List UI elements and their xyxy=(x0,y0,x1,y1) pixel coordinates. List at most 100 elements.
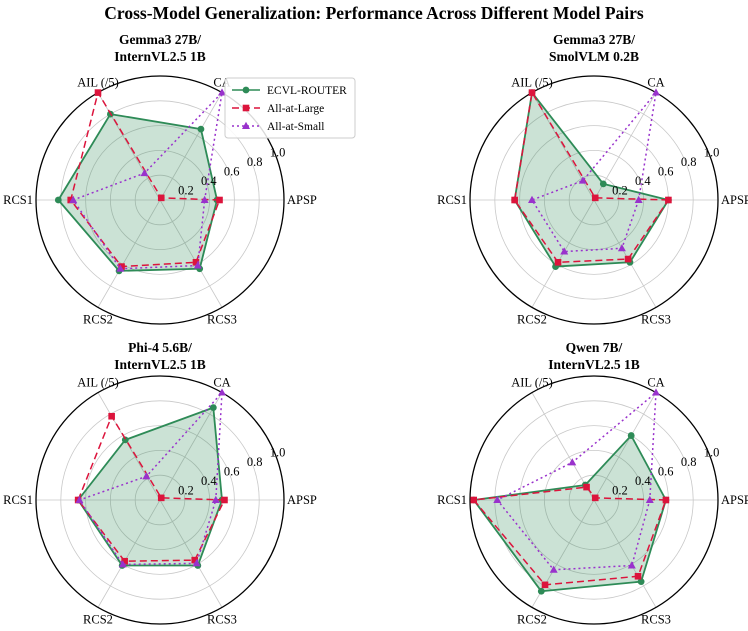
subplot-1: Gemma3 27B/InternVL2.5 1B 0.2 0.4 0.6 0.8 1.0… xyxy=(3,32,317,326)
all-at-small-point xyxy=(69,195,78,203)
all-at-large-point xyxy=(665,196,672,204)
legend-marker-ecvl-router xyxy=(242,86,250,94)
all-at-small-point xyxy=(75,495,84,503)
axis-label-apsp: APSP xyxy=(721,493,748,507)
radial-tick-label: 0.4 xyxy=(201,174,217,188)
all-at-small-point xyxy=(652,88,660,96)
ecvl-router-point xyxy=(121,436,129,444)
subplot-title-line1: Gemma3 27B/ xyxy=(553,32,635,47)
all-at-small-point xyxy=(627,561,636,569)
all-at-large-point xyxy=(94,89,102,96)
radial-tick-label: 0.4 xyxy=(201,474,217,488)
radial-tick-label: 0.4 xyxy=(635,474,651,488)
ecvl-router-point xyxy=(637,578,645,586)
radial-tick-label: 0.4 xyxy=(635,174,651,188)
all-at-large-point xyxy=(511,196,518,204)
axis-label-rcs1: RCS1 xyxy=(437,193,467,207)
radial-tick-label: 0.8 xyxy=(247,455,263,469)
ecvl-router-area xyxy=(473,435,666,592)
radial-tick-label: 0.2 xyxy=(612,484,628,498)
all-at-large-point xyxy=(554,258,562,266)
radial-tick-label: 0.6 xyxy=(224,465,240,479)
radial-tick-label: 0.6 xyxy=(658,465,674,479)
all-at-large-point xyxy=(191,556,199,564)
axis-label-rcs3: RCS3 xyxy=(207,612,237,626)
all-at-large-point xyxy=(216,196,223,204)
radial-tick-label: 1.0 xyxy=(704,146,720,160)
radial-tick-label: 0.6 xyxy=(658,165,674,179)
grid-spoke xyxy=(593,499,657,608)
subplot-title-line1: Qwen 7B/ xyxy=(566,340,623,355)
axis-label-apsp: APSP xyxy=(287,193,317,207)
all-at-large-point xyxy=(583,483,590,491)
radial-tick-label: 0.6 xyxy=(224,165,240,179)
all-at-large-point xyxy=(624,255,632,263)
legend-label-all-at-large: All-at-Large xyxy=(267,103,324,115)
axis-label-rcs2: RCS2 xyxy=(517,312,547,326)
grid-spoke xyxy=(159,499,223,608)
all-at-large-point xyxy=(528,89,536,96)
all-at-large-point xyxy=(157,494,165,502)
radial-tick-label: 0.8 xyxy=(681,455,697,469)
legend-marker-all-at-large xyxy=(242,104,250,112)
axis-label-rcs2: RCS2 xyxy=(83,312,113,326)
legend-marker-all-at-small xyxy=(242,121,250,129)
all-at-large-point xyxy=(634,572,642,580)
all-at-small-point xyxy=(193,261,202,269)
axis-label-apsp: APSP xyxy=(721,193,748,207)
all-at-large-point xyxy=(108,412,115,420)
grid-spoke xyxy=(593,392,657,501)
legend-label-all-at-small: All-at-Small xyxy=(267,121,325,133)
figure-title: Cross-Model Generalization: Performance … xyxy=(104,3,644,23)
all-at-small-point xyxy=(549,565,558,573)
all-at-small-point xyxy=(140,168,149,177)
all-at-large-point xyxy=(67,196,75,204)
radial-tick-label: 0.2 xyxy=(612,184,628,198)
axis-label-ail-5: AIL (/5) xyxy=(511,76,553,90)
all-at-small-point xyxy=(192,559,201,567)
legend: ECVL-ROUTER All-at-Large All-at-Small xyxy=(224,77,356,139)
radial-tick-label: 0.8 xyxy=(681,155,697,169)
all-at-large-point xyxy=(662,496,670,504)
all-at-large-point xyxy=(591,194,599,202)
all-at-large-point xyxy=(118,263,125,270)
grid-spoke xyxy=(97,499,161,608)
grid-spoke xyxy=(97,199,161,308)
subplot-title-line2: InternVL2.5 1B xyxy=(114,49,206,64)
grid-spoke xyxy=(97,392,161,501)
all-at-small-point xyxy=(652,388,660,396)
subplot-title-line1: Phi-4 5.6B/ xyxy=(128,340,192,355)
radial-tick-label: 1.0 xyxy=(270,446,286,460)
subplot-title-line2: InternVL2.5 1B xyxy=(114,357,206,372)
all-at-large-point xyxy=(121,557,128,565)
subplots-group: Gemma3 27B/InternVL2.5 1B 0.2 0.4 0.6 0.8 1.0… xyxy=(3,32,748,626)
all-at-large-point xyxy=(591,494,599,502)
all-at-small-point xyxy=(634,195,643,203)
all-at-small-point xyxy=(218,388,226,396)
all-at-large-point xyxy=(221,496,228,504)
axis-label-ca: CA xyxy=(647,376,664,390)
subplot-title-line2: SmolVLM 0.2B xyxy=(549,49,639,64)
axis-label-ail-5: AIL (/5) xyxy=(511,376,553,390)
all-at-small-point xyxy=(578,176,587,184)
ecvl-router-point xyxy=(627,432,635,439)
subplot-title-line2: InternVL2.5 1B xyxy=(548,357,640,372)
subplot-3: Phi-4 5.6B/InternVL2.5 1B 0.2 0.4 0.6 0.8 1.0… xyxy=(3,340,317,626)
axis-label-rcs1: RCS1 xyxy=(3,193,33,207)
subplot-4: Qwen 7B/InternVL2.5 1B 0.2 0.4 0.6 0.8 1.0 APS… xyxy=(437,340,748,626)
all-at-large-point xyxy=(470,496,478,504)
grid-spoke xyxy=(593,199,657,308)
all-at-small-point xyxy=(568,458,577,466)
axis-label-ca: CA xyxy=(213,376,230,390)
radial-tick-label: 1.0 xyxy=(270,146,286,160)
polar-frame xyxy=(469,75,719,325)
polar-frame xyxy=(469,375,719,625)
axis-label-ail-5: AIL (/5) xyxy=(77,376,119,390)
all-at-small-point xyxy=(118,560,127,568)
axis-label-rcs3: RCS3 xyxy=(641,312,671,326)
grid-spoke xyxy=(159,199,223,308)
subplot-title-line1: Gemma3 27B/ xyxy=(119,32,201,47)
all-at-small-point xyxy=(560,247,569,255)
all-at-small-point xyxy=(645,495,654,503)
